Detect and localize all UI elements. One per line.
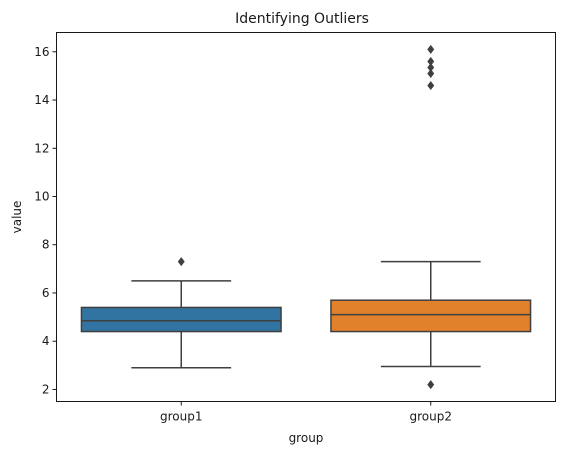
outlier-point [427,80,435,91]
y-tick-label: 8 [42,238,50,252]
outlier-point [177,257,185,267]
outlier-point [427,62,435,73]
box-group2 [330,44,532,390]
outlier-point [427,56,435,67]
outlier-point [427,380,435,390]
y-axis: 2 4 6 8 10 12 14 16 [34,45,57,396]
box-iqr [330,299,532,333]
y-tick-label: 6 [42,286,50,300]
y-tick-label: 16 [34,45,49,59]
box-iqr [80,306,282,333]
outlier-point [427,44,435,54]
box-group1 [80,257,282,369]
y-tick-label: 14 [34,93,49,107]
y-tick-label: 10 [34,190,49,204]
x-tick-label: group2 [410,410,453,424]
x-axis-label: group [289,431,324,445]
chart-title: Identifying Outliers [235,11,369,27]
plot-frame [56,32,556,402]
outlier-point [427,68,435,79]
y-tick-label: 12 [34,141,49,155]
x-tick-label: group1 [160,410,203,424]
plot-area [80,44,532,390]
y-tick-label: 4 [42,334,50,348]
y-tick-label: 2 [42,382,50,396]
x-axis: group1 group2 [160,401,453,424]
y-axis-label: value [10,201,24,234]
